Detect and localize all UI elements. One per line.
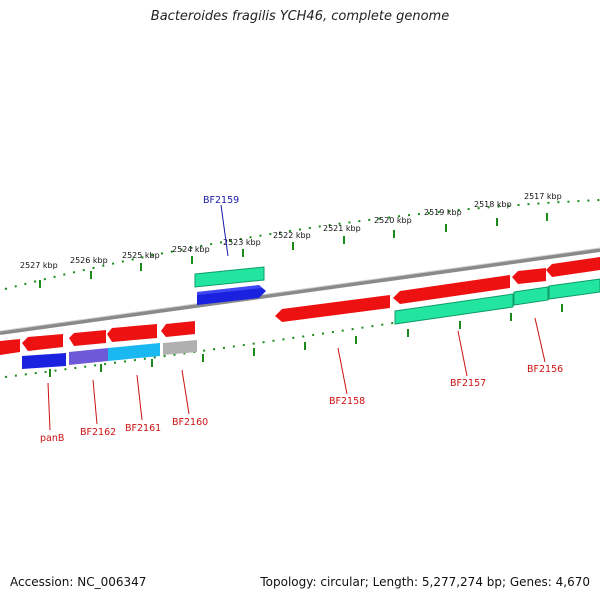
- outer-scale-dotted-line: [4, 199, 600, 290]
- gene-label-bf2157[interactable]: BF2157: [450, 378, 486, 389]
- bf2161-feature-cyan[interactable]: [108, 343, 160, 361]
- bf2158-leader: [337, 347, 348, 395]
- bf2159-leader: [220, 204, 229, 257]
- scale-label: 2520 kbp: [374, 216, 412, 225]
- forward-features: [194, 266, 266, 305]
- bf2159-gene-arrow[interactable]: [197, 285, 266, 305]
- scale-label: 2522 kbp: [273, 231, 311, 240]
- scale-label: 2519 kbp: [424, 208, 462, 217]
- reverse-features: [0, 257, 600, 369]
- bf2162-gene-arrow[interactable]: [69, 330, 106, 346]
- scale-label: 2521 kbp: [323, 224, 361, 233]
- label-leaders: [47, 204, 546, 431]
- bf2157-feature-green[interactable]: [394, 293, 514, 325]
- scale-label: 2523 kbp: [223, 238, 261, 247]
- bf2156-leader: [534, 317, 546, 363]
- outer-scale: [4, 199, 600, 290]
- gene-label-bf2159[interactable]: BF2159: [203, 195, 239, 206]
- panB-feature-blue[interactable]: [22, 353, 66, 369]
- genome-backbone: [0, 248, 600, 335]
- bf2156-gene-arrow[interactable]: [512, 268, 546, 284]
- bf2162-feature-purple[interactable]: [69, 348, 108, 365]
- scale-label: 2524 kbp: [172, 245, 210, 254]
- scale-labels: 2527 kbp 2526 kbp 2525 kbp 2524 kbp 2523…: [20, 192, 562, 288]
- map-title: Bacteroides fragilis YCH46, complete gen…: [150, 9, 450, 24]
- genome-info-label: Topology: circular; Length: 5,277,274 bp…: [260, 575, 590, 589]
- accession-label: Accession: NC_006347: [10, 575, 147, 589]
- bf2161-gene-arrow[interactable]: [107, 324, 157, 342]
- gene-label-bf2156[interactable]: BF2156: [527, 364, 563, 375]
- gene-label-bf2158[interactable]: BF2158: [329, 396, 365, 407]
- bf2160-gene-arrow[interactable]: [161, 321, 195, 337]
- bf2160-feature-grey[interactable]: [163, 340, 197, 355]
- bf2158-gene-arrow[interactable]: [275, 295, 390, 322]
- bf2159-gene-arrow-shine: [197, 285, 262, 295]
- scale-label: 2525 kbp: [122, 251, 160, 260]
- scale-label: 2517 kbp: [524, 192, 562, 201]
- bf2161-leader: [136, 374, 143, 421]
- inner-scale: [4, 289, 600, 378]
- right-feature-green[interactable]: [548, 278, 600, 300]
- bf2159-feature-green[interactable]: [194, 266, 265, 288]
- bf2160-leader: [181, 369, 190, 415]
- bf2157-gene-arrow[interactable]: [393, 275, 510, 304]
- genome-backbone-highlight: [0, 247, 600, 332]
- panB-leader: [47, 382, 51, 431]
- gene-label-bf2160[interactable]: BF2160: [172, 417, 208, 428]
- scale-label: 2527 kbp: [20, 261, 58, 270]
- gene-label-bf2161[interactable]: BF2161: [125, 423, 161, 434]
- reverse-gene-arrow[interactable]: [0, 339, 20, 355]
- scale-label: 2518 kbp: [474, 200, 512, 209]
- bf2162-leader: [92, 379, 98, 425]
- gene-label-panB[interactable]: panB: [40, 433, 64, 444]
- bf2157-leader: [457, 330, 468, 377]
- scale-label: 2526 kbp: [70, 256, 108, 265]
- reverse-gene-arrow-right[interactable]: [546, 257, 600, 277]
- panB-gene-arrow[interactable]: [22, 334, 63, 351]
- gene-labels: BF2159 panB BF2162 BF2161 BF2160 BF2158 …: [40, 195, 563, 444]
- gene-label-bf2162[interactable]: BF2162: [80, 427, 116, 438]
- bf2156-feature-green[interactable]: [513, 286, 549, 306]
